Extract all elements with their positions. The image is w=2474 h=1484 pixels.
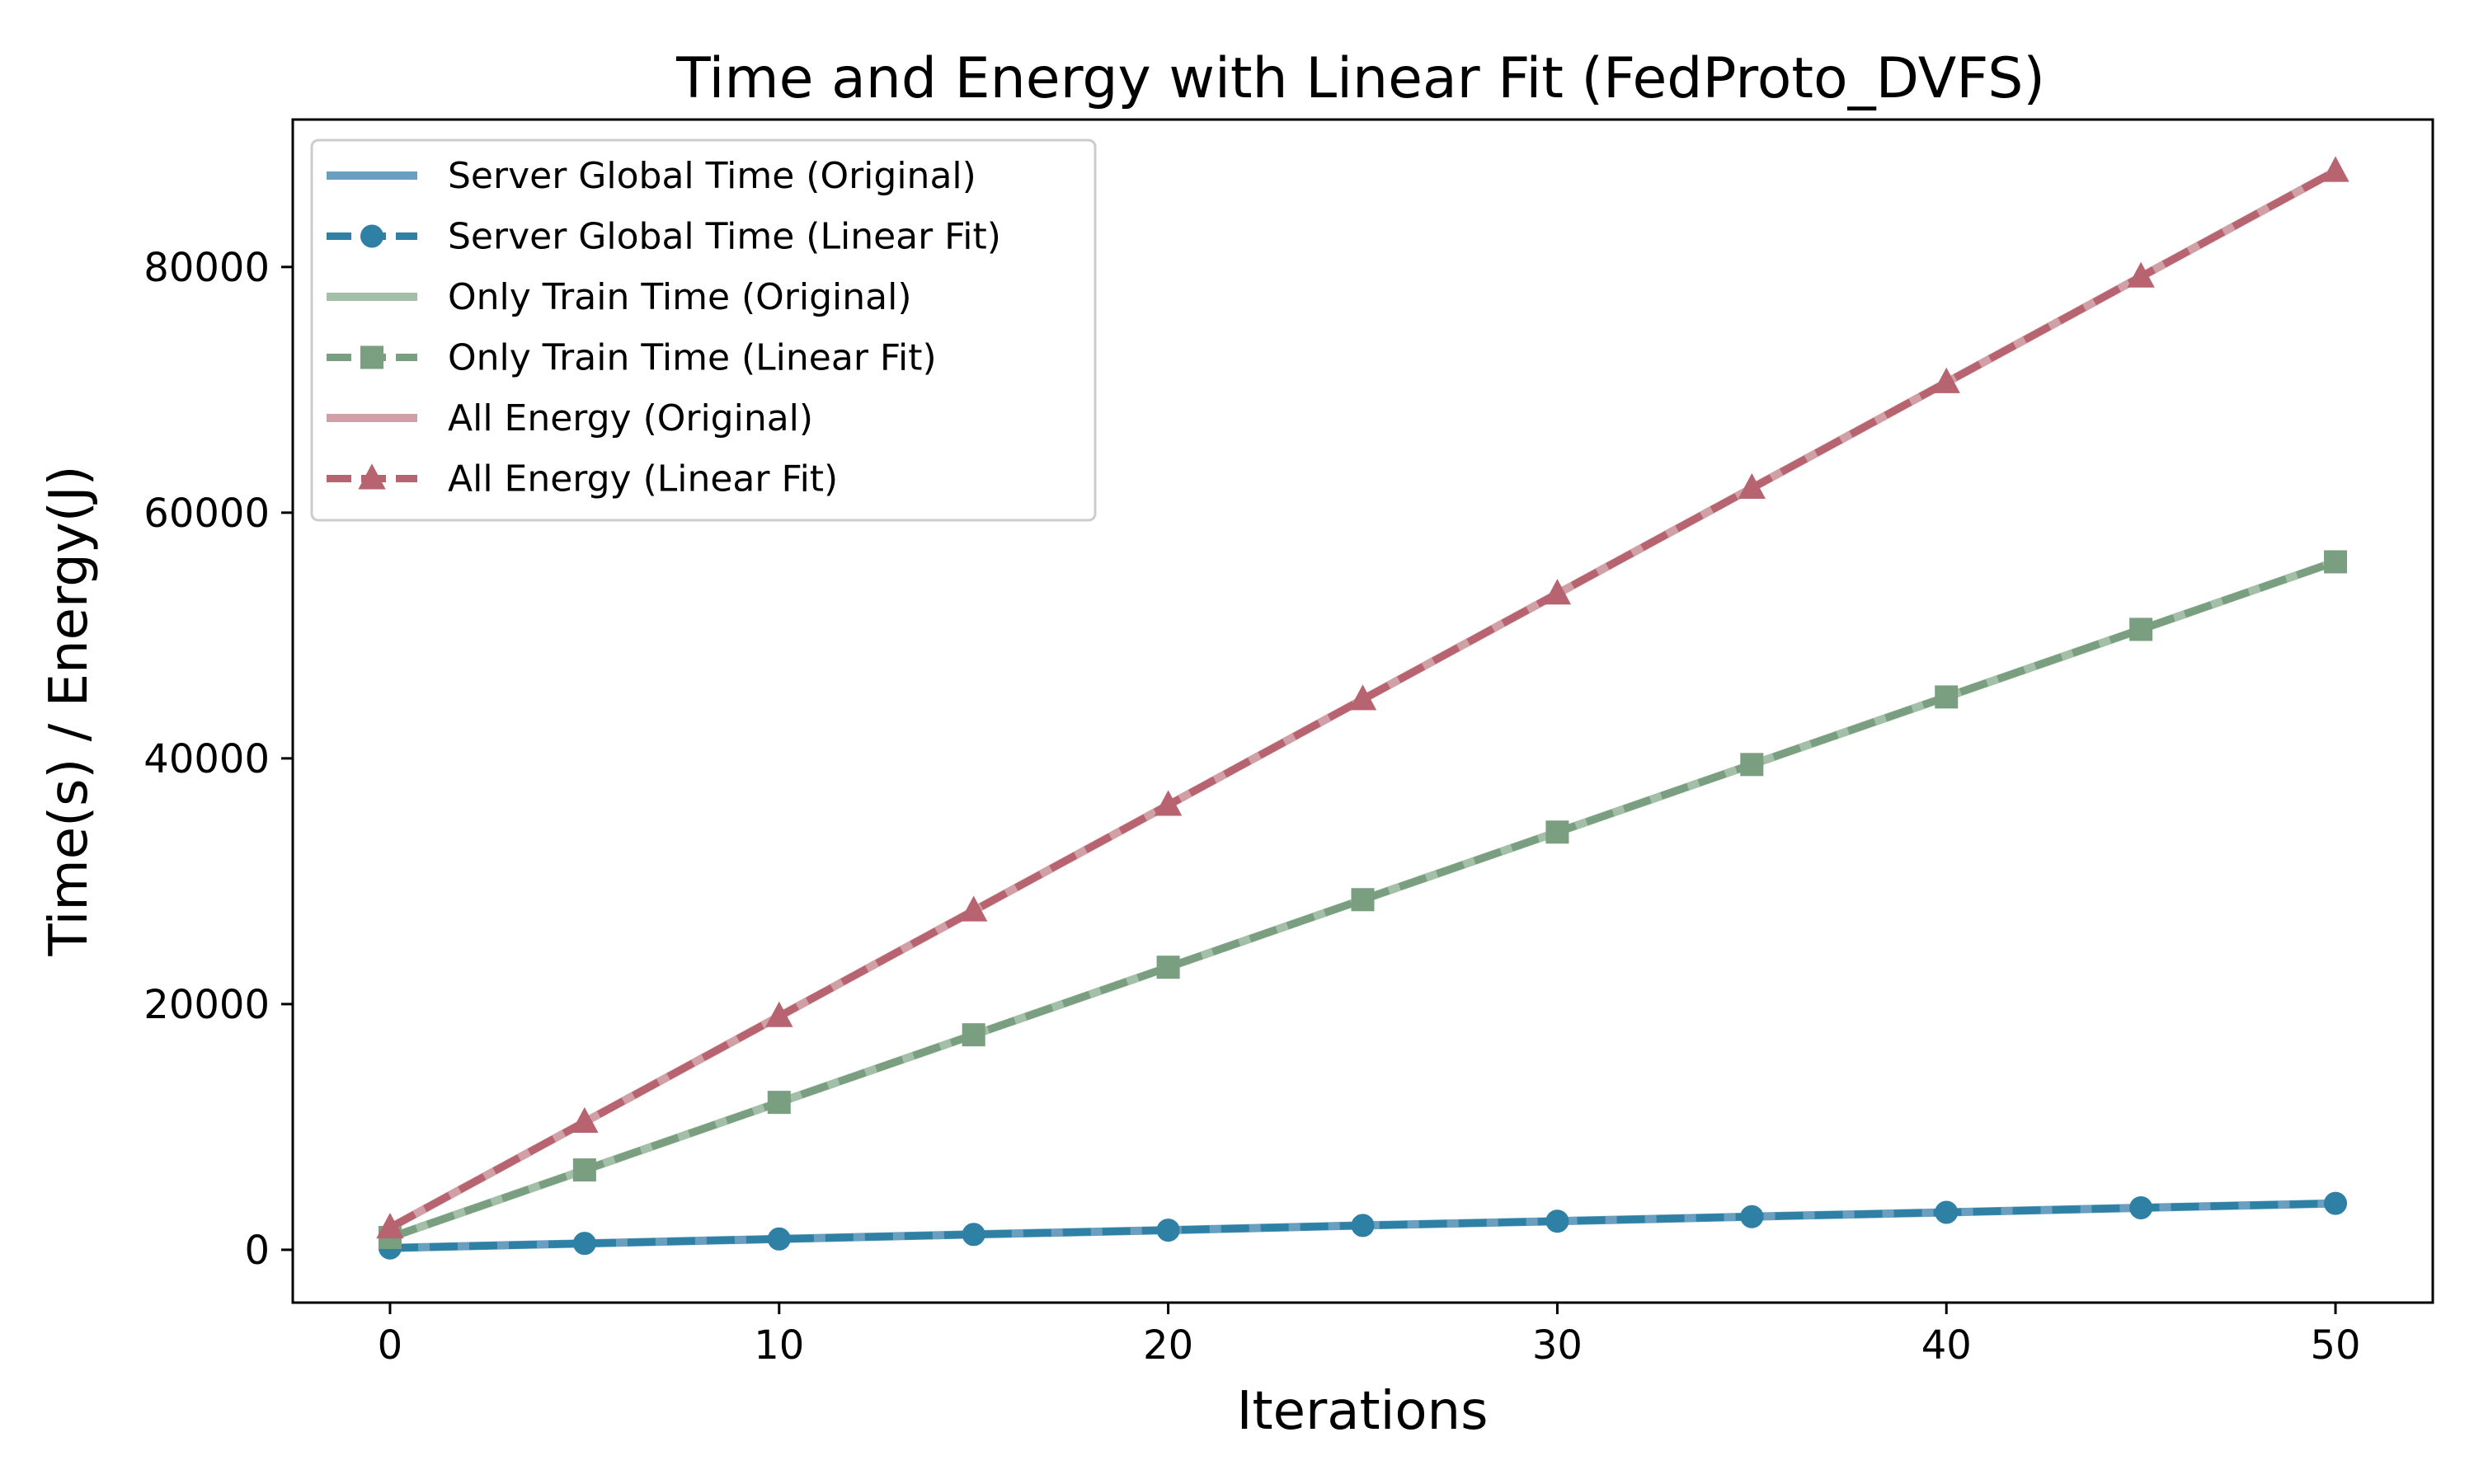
data-point bbox=[2324, 550, 2348, 574]
legend-item: Only Train Time (Original) bbox=[327, 276, 912, 318]
data-point bbox=[1545, 820, 1569, 844]
legend-item: Server Global Time (Original) bbox=[327, 155, 976, 197]
data-point bbox=[1543, 579, 1572, 605]
y-tick-label: 40000 bbox=[143, 736, 270, 782]
x-tick-label: 30 bbox=[1532, 1322, 1583, 1369]
data-point bbox=[960, 895, 988, 922]
data-point bbox=[1545, 1209, 1569, 1233]
data-point bbox=[2129, 1195, 2153, 1219]
legend-label: All Energy (Original) bbox=[448, 397, 813, 439]
legend-marker bbox=[360, 345, 383, 369]
y-axis-label: Time(s) / Energy(J) bbox=[39, 465, 100, 956]
chart-title: Time and Energy with Linear Fit (FedProt… bbox=[675, 46, 2045, 111]
legend-label: Server Global Time (Original) bbox=[448, 155, 976, 197]
series-6 bbox=[376, 156, 2349, 1239]
data-point bbox=[2324, 1191, 2348, 1215]
data-point bbox=[1740, 753, 1764, 777]
data-point bbox=[572, 1158, 596, 1182]
legend-marker bbox=[360, 224, 383, 248]
legend-item: Only Train Time (Linear Fit) bbox=[327, 337, 937, 379]
data-point bbox=[2321, 156, 2349, 182]
ticks-layer: 0 10 20 30 40 50 0 20000 40000 60000 80000 bbox=[143, 245, 2360, 1369]
x-tick-label: 40 bbox=[1921, 1322, 1972, 1369]
data-point bbox=[2127, 261, 2155, 288]
data-point bbox=[1348, 684, 1377, 711]
legend-label: Server Global Time (Linear Fit) bbox=[448, 216, 1001, 258]
data-point bbox=[1932, 367, 1960, 393]
y-tick-label: 60000 bbox=[143, 491, 270, 537]
series-layer bbox=[376, 156, 2349, 1260]
series-4 bbox=[378, 550, 2348, 1250]
x-tick-label: 0 bbox=[378, 1322, 403, 1369]
data-point bbox=[765, 1001, 793, 1027]
series-line bbox=[388, 167, 2338, 1232]
data-point bbox=[1154, 790, 1183, 816]
legend-item: All Energy (Original) bbox=[327, 397, 813, 439]
plot-frame bbox=[291, 118, 2434, 1304]
legend-item: All Energy (Linear Fit) bbox=[327, 458, 838, 500]
legend-marker bbox=[358, 463, 386, 490]
data-point bbox=[1740, 1205, 1764, 1228]
legend-label: Only Train Time (Linear Fit) bbox=[448, 337, 937, 379]
data-point bbox=[1156, 1219, 1180, 1242]
data-point bbox=[1935, 1200, 1959, 1224]
data-point bbox=[571, 1106, 599, 1133]
data-point bbox=[767, 1091, 791, 1115]
legend-item: Server Global Time (Linear Fit) bbox=[327, 216, 1001, 258]
data-point bbox=[1156, 956, 1180, 979]
x-tick-label: 10 bbox=[754, 1322, 804, 1369]
x-axis-label: Iterations bbox=[1237, 1381, 1489, 1442]
x-tick-label: 20 bbox=[1143, 1322, 1193, 1369]
data-point bbox=[572, 1232, 596, 1256]
y-tick-label: 80000 bbox=[143, 245, 270, 291]
data-point bbox=[767, 1227, 791, 1251]
data-point bbox=[1935, 685, 1959, 709]
data-point bbox=[962, 1223, 985, 1247]
x-tick-label: 50 bbox=[2311, 1322, 2361, 1369]
legend-label: Only Train Time (Original) bbox=[448, 276, 912, 318]
y-tick-label: 0 bbox=[244, 1228, 270, 1274]
data-point bbox=[376, 1212, 404, 1239]
y-tick-label: 20000 bbox=[143, 982, 270, 1028]
data-point bbox=[1351, 1214, 1375, 1237]
legend: Server Global Time (Original) Server Glob… bbox=[310, 139, 1097, 522]
data-point bbox=[2129, 618, 2153, 641]
data-point bbox=[962, 1023, 985, 1047]
data-point bbox=[1738, 472, 1766, 500]
legend-box bbox=[310, 139, 1097, 522]
data-point bbox=[1351, 888, 1375, 912]
legend-label: All Energy (Linear Fit) bbox=[448, 458, 838, 500]
